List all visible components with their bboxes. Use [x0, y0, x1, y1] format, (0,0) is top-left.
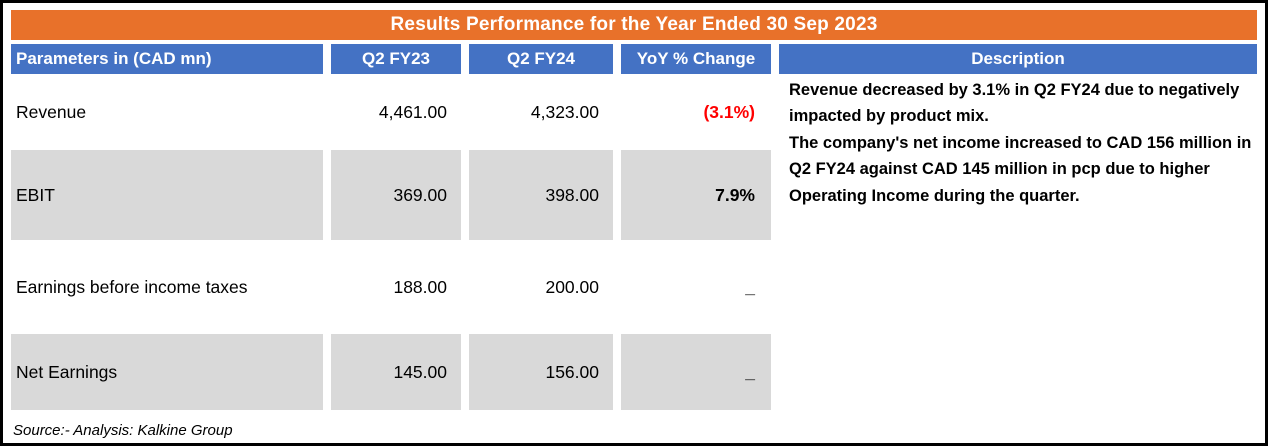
col-header-yoy-change: YoY % Change: [621, 44, 771, 74]
row-ebt-q2fy23: 188.00: [331, 243, 461, 331]
table-title: Results Performance for the Year Ended 3…: [11, 10, 1257, 40]
results-table: Parameters in (CAD mn) Q2 FY23 Q2 FY24 Y…: [11, 44, 1257, 410]
source-note: Source:- Analysis: Kalkine Group: [13, 422, 233, 439]
row-ebit-label: EBIT: [11, 150, 323, 240]
col-header-q2fy24: Q2 FY24: [469, 44, 613, 74]
description-paragraph-net-income: The company's net income increased to CA…: [789, 133, 1252, 205]
description-cell: Revenue decreased by 3.1% in Q2 FY24 due…: [779, 77, 1257, 410]
row-ebt-q2fy24: 200.00: [469, 243, 613, 331]
row-net-earnings-yoy: _: [621, 334, 771, 410]
row-revenue-q2fy24: 4,323.00: [469, 77, 613, 147]
col-header-q2fy23: Q2 FY23: [331, 44, 461, 74]
row-ebit-yoy: 7.9%: [621, 150, 771, 240]
row-ebit-q2fy24: 398.00: [469, 150, 613, 240]
row-ebt-yoy: _: [621, 243, 771, 331]
row-ebt-label: Earnings before income taxes: [11, 243, 323, 331]
description-paragraph-revenue: Revenue decreased by 3.1% in Q2 FY24 due…: [789, 81, 1240, 126]
row-ebit-q2fy23: 369.00: [331, 150, 461, 240]
row-net-earnings-q2fy23: 145.00: [331, 334, 461, 410]
col-header-description: Description: [779, 44, 1257, 74]
row-revenue-label: Revenue: [11, 77, 323, 147]
row-net-earnings-label: Net Earnings: [11, 334, 323, 410]
row-net-earnings-q2fy24: 156.00: [469, 334, 613, 410]
row-revenue-yoy: (3.1%): [621, 77, 771, 147]
row-revenue-q2fy23: 4,461.00: [331, 77, 461, 147]
col-header-parameters: Parameters in (CAD mn): [11, 44, 323, 74]
